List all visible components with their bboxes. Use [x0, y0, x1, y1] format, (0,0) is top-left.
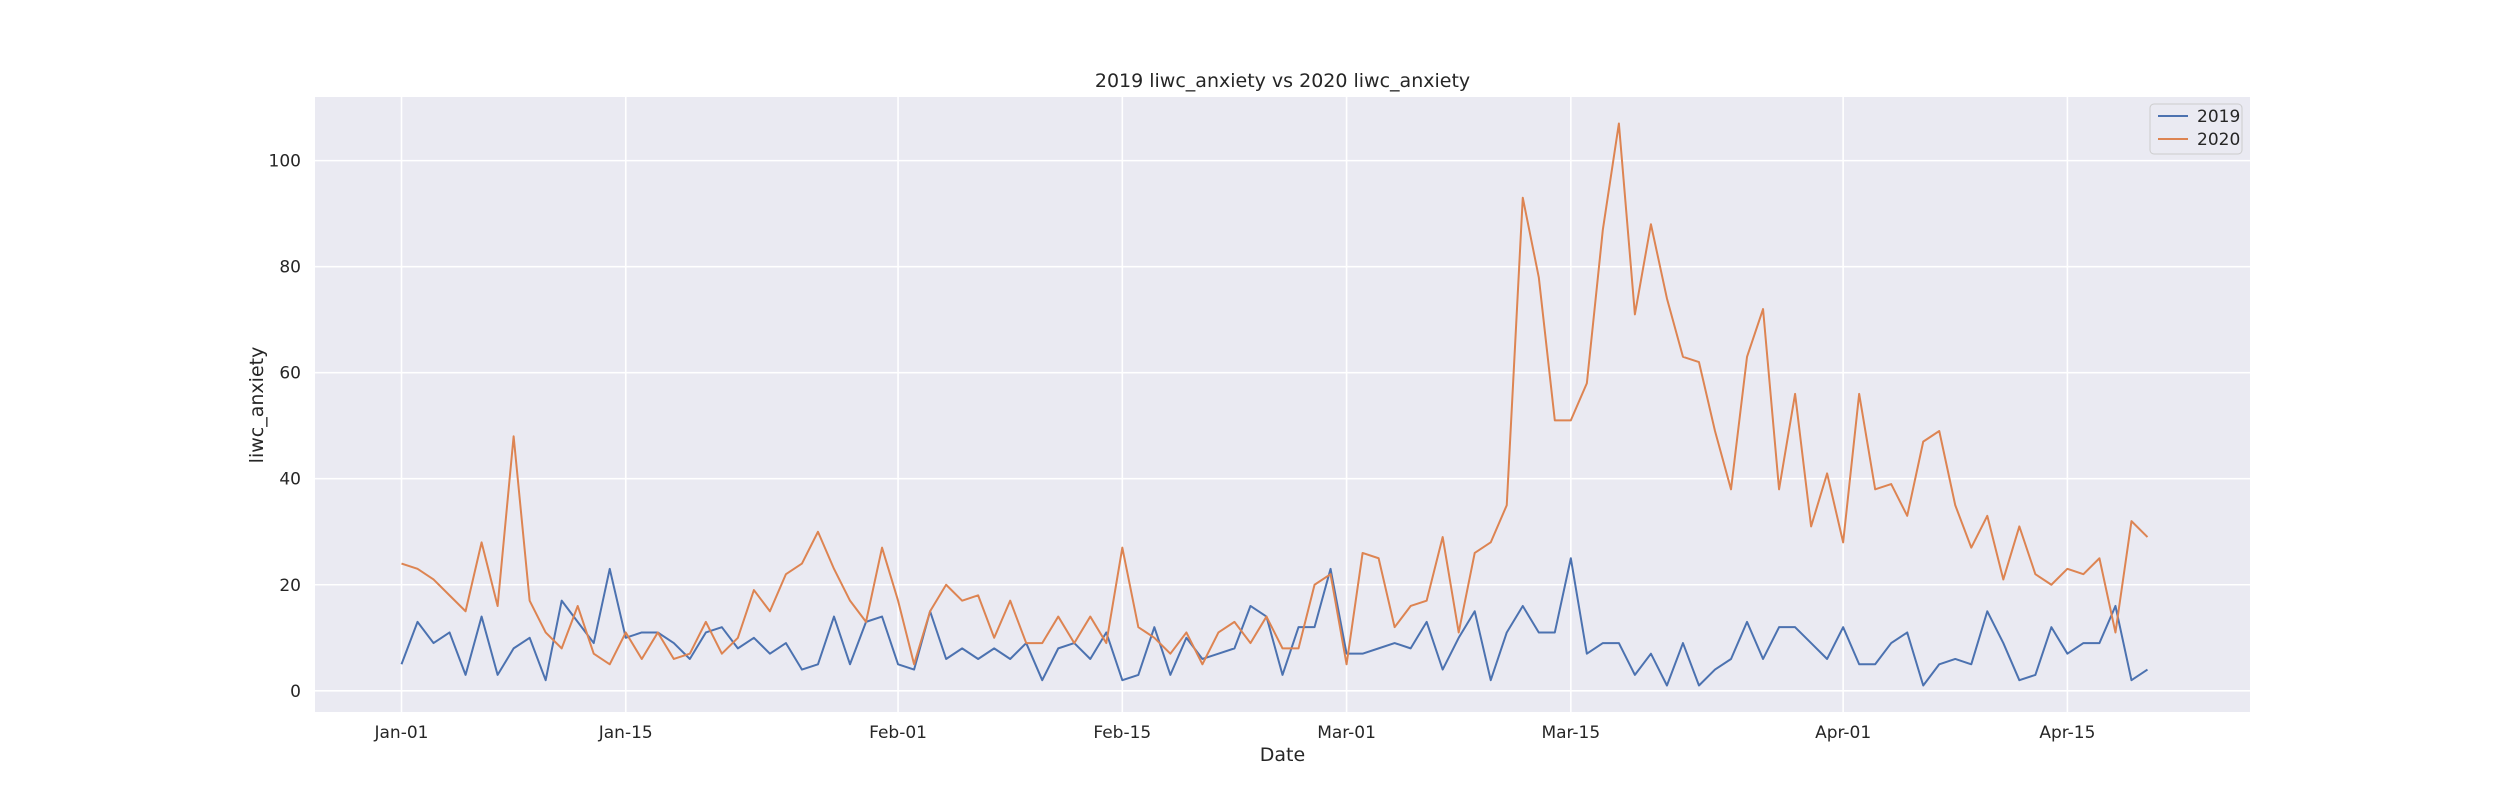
x-tick-label: Feb-15 — [1093, 723, 1151, 743]
series-line-2019 — [400, 557, 2149, 687]
legend-label-2020: 2020 — [2197, 130, 2240, 150]
x-tick-label: Mar-01 — [1317, 723, 1376, 743]
y-tick-label: 100 — [269, 152, 301, 172]
x-axis-title: Date — [1260, 744, 1305, 766]
legend: 2019 2020 — [2149, 103, 2243, 155]
x-tick-label: Mar-15 — [1541, 723, 1600, 743]
series-lines — [400, 122, 2149, 687]
x-tick-label: Jan-15 — [598, 723, 653, 743]
x-tick-label: Feb-01 — [869, 723, 927, 743]
x-tick-label: Apr-15 — [2039, 723, 2095, 743]
x-tick-label: Jan-01 — [374, 723, 429, 743]
y-axis-title: liwc_anxiety — [246, 347, 268, 464]
y-tick-label: 80 — [279, 258, 301, 278]
y-tick-label: 0 — [290, 682, 301, 702]
x-tick-label: Apr-01 — [1815, 723, 1871, 743]
legend-label-2019: 2019 — [2197, 107, 2240, 127]
y-tick-label: 60 — [279, 364, 301, 384]
y-tick-label: 40 — [279, 470, 301, 490]
y-tick-label: 20 — [279, 576, 301, 596]
series-line-2020 — [401, 122, 2149, 666]
gridlines — [315, 97, 2250, 712]
chart-title: 2019 liwc_anxiety vs 2020 liwc_anxiety — [1095, 70, 1470, 92]
tick-labels: 0 20 40 60 80 100 Jan-01 Jan-15 Feb-01 Feb-15 Mar-… — [269, 152, 2096, 743]
plot-area — [315, 97, 2250, 712]
